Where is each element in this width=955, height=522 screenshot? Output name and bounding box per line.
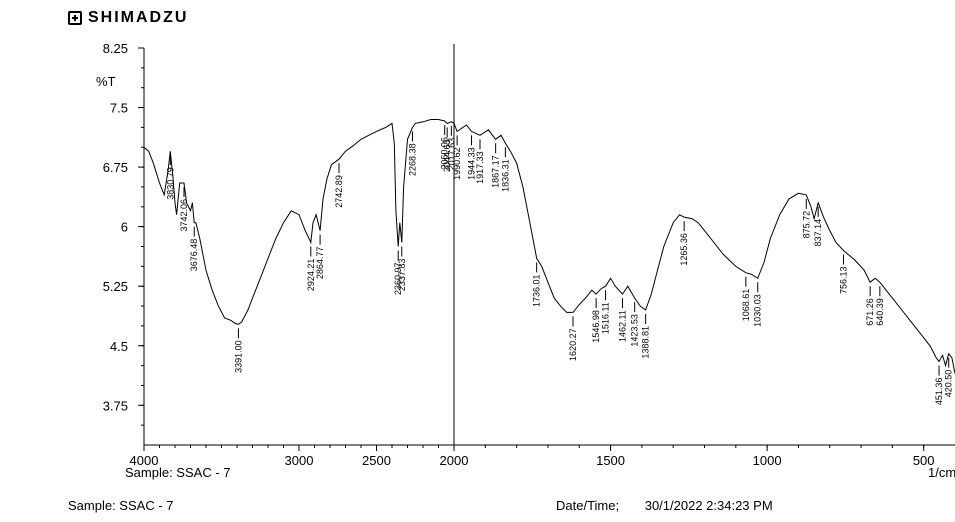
peak-label: 875.72 bbox=[801, 211, 811, 239]
peak-label: 756.13 bbox=[839, 266, 849, 294]
peak-label: 1736.01 bbox=[532, 274, 542, 307]
peak-label: 2360.97 bbox=[393, 263, 403, 296]
y-tick-label: 8.25 bbox=[103, 41, 128, 56]
peak-label: 2742.89 bbox=[334, 175, 344, 208]
x-tick-label: 3000 bbox=[285, 453, 314, 468]
footer-datetime: Date/Time; 30/1/2022 2:34:23 PM bbox=[556, 498, 773, 513]
peak-label: 1917.33 bbox=[475, 151, 485, 184]
peak-label: 1068.61 bbox=[741, 289, 751, 322]
peak-label: 1030.03 bbox=[753, 294, 763, 327]
peak-label: 3830.79 bbox=[165, 167, 175, 200]
peak-label: 2864.77 bbox=[315, 247, 325, 280]
peak-label: 671.26 bbox=[865, 298, 875, 326]
peak-label: 2060.06 bbox=[440, 137, 450, 170]
peak-label: 837.14 bbox=[813, 219, 823, 247]
footer-date-value: 30/1/2022 2:34:23 PM bbox=[644, 498, 773, 513]
peak-label: 1990.62 bbox=[452, 147, 462, 180]
peak-label: 3742.06 bbox=[179, 199, 189, 232]
y-tick-label: 6.75 bbox=[103, 160, 128, 175]
brand-header: SHIMADZU bbox=[68, 6, 188, 30]
x-axis-label: 1/cm bbox=[928, 465, 955, 480]
x-axis: 4000 3000 2500 2000 1500 1000 500 bbox=[130, 445, 935, 468]
peak-label: 2924.21 bbox=[306, 259, 316, 292]
peak-label: 1546.98 bbox=[591, 310, 601, 343]
peak-label: 2017.63 bbox=[446, 138, 456, 171]
sample-caption: Sample: SSAC - 7 bbox=[125, 465, 231, 480]
y-tick-label: 3.75 bbox=[103, 398, 128, 413]
shimadzu-logo-icon bbox=[68, 11, 82, 25]
peak-label: 2268.38 bbox=[407, 143, 417, 176]
peak-label: 1867.17 bbox=[491, 155, 501, 188]
ftir-spectrum-chart: 8.25 7.5 6.75 6 5.25 4.5 3.75 4000 3000 2500 2000… bbox=[96, 41, 955, 480]
plot-frame bbox=[143, 48, 955, 446]
peak-label: 1516.11 bbox=[601, 302, 611, 334]
footer-sample: Sample: SSAC - 7 bbox=[68, 498, 174, 513]
peak-label: 3391.00 bbox=[233, 340, 243, 373]
peak-label: 420.50 bbox=[944, 370, 954, 398]
y-tick-label: 4.5 bbox=[110, 339, 128, 354]
x-tick-label: 2000 bbox=[440, 453, 469, 468]
brand-name: SHIMADZU bbox=[88, 9, 189, 26]
peak-label: 1388.81 bbox=[641, 326, 651, 359]
peak-label: 1620.27 bbox=[568, 328, 578, 361]
y-tick-label: 6 bbox=[121, 220, 128, 235]
x-tick-label: 500 bbox=[913, 453, 935, 468]
peak-label: 1836.31 bbox=[500, 159, 510, 192]
y-axis: 8.25 7.5 6.75 6 5.25 4.5 3.75 bbox=[103, 41, 144, 426]
peak-label: 1462.11 bbox=[617, 310, 627, 342]
spectrum-line bbox=[143, 119, 955, 374]
footer-date-label: Date/Time; bbox=[556, 498, 620, 513]
peak-label: 2044.63 bbox=[442, 139, 452, 172]
peak-label: 1944.33 bbox=[467, 147, 477, 180]
y-axis-label: %T bbox=[96, 74, 116, 89]
x-tick-label: 4000 bbox=[130, 453, 159, 468]
x-tick-label: 2500 bbox=[362, 453, 391, 468]
peak-label: 2337.83 bbox=[397, 259, 407, 292]
peak-label: 1265.36 bbox=[679, 233, 689, 266]
x-tick-label: 1000 bbox=[753, 453, 782, 468]
peak-label: 451.36 bbox=[934, 378, 944, 406]
y-tick-label: 5.25 bbox=[103, 279, 128, 294]
peak-label: 1423.53 bbox=[630, 314, 640, 347]
peak-label: 640.39 bbox=[875, 298, 885, 326]
y-tick-label: 7.5 bbox=[110, 101, 128, 116]
x-tick-label: 1500 bbox=[596, 453, 625, 468]
peak-label: 3676.48 bbox=[189, 239, 199, 272]
